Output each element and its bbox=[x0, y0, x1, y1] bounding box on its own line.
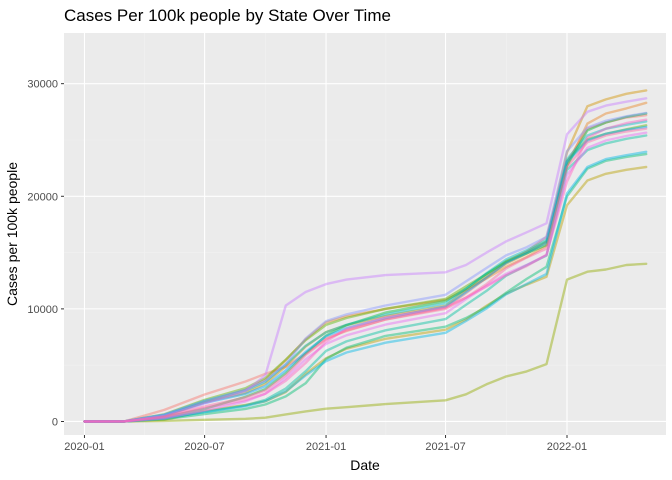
minor-gridlines bbox=[64, 33, 666, 435]
x-tick-label: 2020-07 bbox=[184, 441, 224, 453]
y-axis: 0 10000 20000 30000 bbox=[27, 79, 64, 428]
series-lines bbox=[83, 89, 648, 423]
y-axis-title: Cases per 100k people bbox=[4, 162, 20, 306]
series-line-7 bbox=[83, 112, 648, 423]
y-tick-label: 20000 bbox=[27, 191, 58, 203]
x-tick-label: 2020-01 bbox=[64, 441, 104, 453]
x-axis-title: Date bbox=[350, 457, 380, 473]
y-tick-label: 30000 bbox=[27, 79, 58, 91]
series-line-11 bbox=[83, 150, 648, 423]
x-tick-label: 2021-01 bbox=[306, 441, 346, 453]
series-line-15 bbox=[83, 131, 648, 423]
series-line-12 bbox=[83, 125, 648, 423]
y-tick-label: 0 bbox=[52, 416, 58, 428]
x-tick-label: 2022-01 bbox=[547, 441, 587, 453]
x-tick-label: 2021-07 bbox=[425, 441, 465, 453]
series-line-9 bbox=[83, 134, 648, 423]
chart-title: Cases Per 100k people by State Over Time bbox=[64, 6, 391, 25]
series-line-17 bbox=[83, 127, 648, 423]
y-tick-label: 10000 bbox=[27, 304, 58, 316]
series-line-8 bbox=[83, 152, 648, 423]
x-axis: 2020-01 2020-07 2021-01 2021-07 2022-01 bbox=[64, 435, 587, 453]
series-line-4 bbox=[83, 165, 648, 423]
series-line-1 bbox=[83, 113, 648, 423]
major-gridlines bbox=[64, 33, 666, 435]
plot-panel bbox=[64, 33, 666, 435]
series-line-2 bbox=[83, 101, 648, 423]
series-line-5 bbox=[83, 262, 648, 423]
series-line-16 bbox=[83, 118, 648, 423]
series-line-13 bbox=[83, 111, 648, 423]
series-line-6 bbox=[83, 124, 648, 423]
series-line-10 bbox=[83, 120, 648, 423]
series-line-14 bbox=[83, 97, 648, 423]
series-line-3 bbox=[83, 89, 648, 423]
